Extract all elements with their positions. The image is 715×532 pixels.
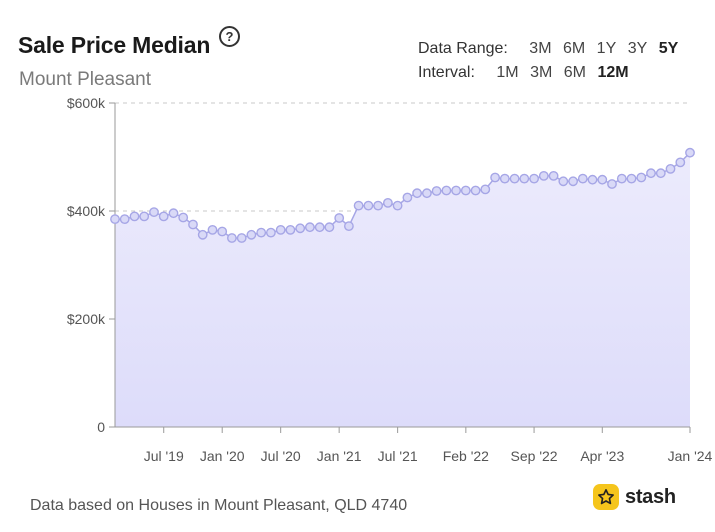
data-range-option-6m[interactable]: 6M [562,40,586,57]
data-range-control: Data Range: 3M 6M 1Y 3Y 5Y [418,40,678,58]
data-point[interactable] [256,227,267,238]
y-tick-label: $200k [67,311,106,327]
y-tick-label: $600k [67,95,106,111]
data-point[interactable] [402,192,413,203]
data-point[interactable] [139,211,150,222]
brand-logo[interactable]: stash [593,484,676,510]
data-range-option-3m[interactable]: 3M [529,40,552,57]
data-point[interactable] [412,188,422,199]
interval-option-1m[interactable]: 1M [496,64,519,81]
data-point[interactable] [626,173,637,184]
data-point[interactable] [548,170,559,181]
data-point[interactable] [646,168,656,179]
data-point[interactable] [480,184,491,195]
data-point[interactable] [558,176,569,187]
data-point[interactable] [119,214,130,225]
help-icon[interactable]: ? [219,26,240,47]
data-point[interactable] [236,233,247,243]
y-tick-label: 0 [97,419,105,435]
data-point[interactable] [207,224,218,235]
chart-title: Sale Price Median [18,32,211,58]
x-tick-label: Jan '20 [200,448,245,464]
interval-option-6m[interactable]: 6M [563,64,586,81]
data-point[interactable] [129,211,140,222]
data-point[interactable] [460,185,471,196]
interval-label: Interval: [418,64,475,81]
data-point[interactable] [587,174,598,185]
data-point[interactable] [334,213,345,223]
x-tick-label: Feb '22 [443,448,489,464]
data-point[interactable] [568,176,578,187]
data-point[interactable] [314,222,325,233]
data-point[interactable] [217,226,228,237]
data-point[interactable] [226,233,237,243]
data-point[interactable] [110,214,120,225]
interval-option-3m[interactable]: 3M [530,64,553,81]
y-tick-label: $400k [67,203,106,219]
data-point[interactable] [451,185,461,196]
data-point[interactable] [343,221,354,232]
data-point[interactable] [470,185,481,196]
data-point[interactable] [178,212,189,223]
data-point[interactable] [655,168,666,179]
x-tick-label: Jul '21 [378,448,418,464]
data-point[interactable] [685,147,695,158]
data-point[interactable] [265,227,276,238]
data-point[interactable] [295,223,306,234]
brand-name: stash [625,485,676,508]
data-point[interactable] [665,163,676,174]
data-point[interactable] [509,173,520,184]
data-point[interactable] [519,173,530,184]
data-point[interactable] [324,222,335,233]
sale-price-chart: 0 $200k $400k $600k Jul '19 Jan '20 Jul '20 Ja… [67,95,713,464]
data-point[interactable] [597,174,608,185]
y-axis-ticks: 0 $200k $400k $600k [67,95,115,435]
data-point[interactable] [158,211,169,222]
x-tick-label: Sep '22 [511,448,558,464]
data-range-label: Data Range: [418,40,508,57]
chart-subtitle: Mount Pleasant [19,69,152,90]
data-point[interactable] [149,207,159,218]
data-point[interactable] [382,197,393,208]
data-point[interactable] [304,222,315,233]
series-points [110,147,695,243]
data-point[interactable] [353,200,364,211]
data-point[interactable] [675,157,686,168]
data-point[interactable] [285,224,296,235]
data-point[interactable] [275,224,286,235]
data-range-option-1y[interactable]: 1Y [596,40,617,57]
data-point[interactable] [246,229,257,240]
x-tick-label: Jul '20 [261,448,301,464]
data-point[interactable] [490,172,500,183]
data-source-note: Data based on Houses in Mount Pleasant, … [30,497,408,514]
interval-control: Interval: 1M 3M 6M 12M [418,64,629,82]
data-range-option-5y[interactable]: 5Y [658,40,679,57]
data-point[interactable] [197,229,208,240]
data-point[interactable] [188,219,198,230]
data-point[interactable] [373,200,383,211]
x-axis-ticks: Jul '19 Jan '20 Jul '20 Jan '21 Jul '21 Feb '… [144,427,713,464]
data-point[interactable] [529,173,539,184]
x-tick-label: Apr '23 [580,448,624,464]
data-point[interactable] [577,173,588,184]
data-point[interactable] [363,200,374,211]
area-fill [115,152,690,427]
data-range-option-3y[interactable]: 3Y [627,40,648,57]
data-point[interactable] [421,188,432,199]
data-point[interactable] [616,173,627,184]
data-point[interactable] [607,179,617,189]
x-tick-label: Jan '24 [668,448,713,464]
interval-option-12m[interactable]: 12M [597,64,629,81]
data-point[interactable] [168,208,179,219]
data-point[interactable] [538,170,549,181]
data-point[interactable] [441,185,452,196]
data-point[interactable] [636,172,647,183]
x-tick-label: Jan '21 [317,448,362,464]
data-point[interactable] [499,173,510,184]
star-icon [593,484,619,510]
data-point[interactable] [431,186,442,196]
data-point[interactable] [392,200,403,211]
x-tick-label: Jul '19 [144,448,184,464]
